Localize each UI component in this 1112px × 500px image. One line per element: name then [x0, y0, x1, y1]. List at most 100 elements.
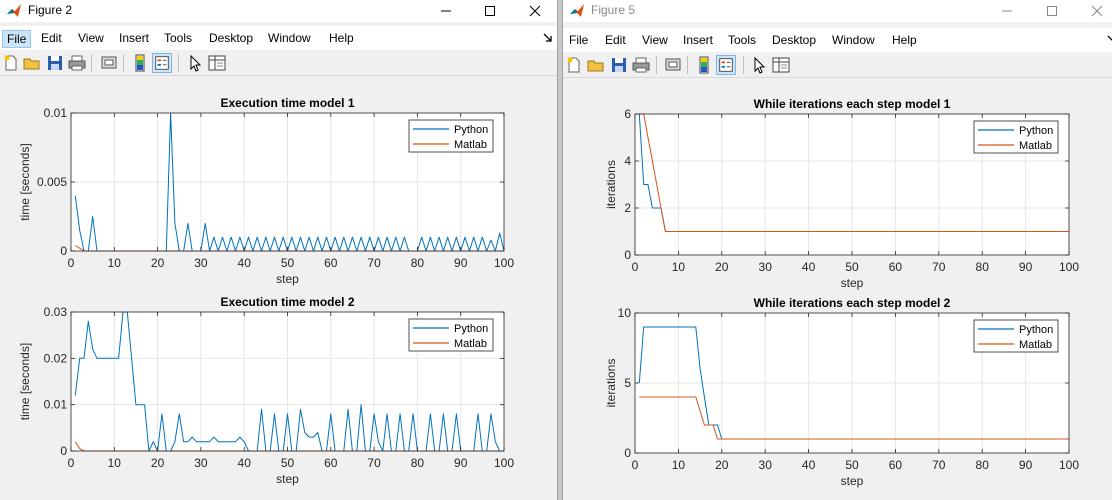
menu-insert[interactable]: Insert — [683, 33, 714, 47]
toolbar-separator — [743, 56, 744, 74]
x-tick-label: 90 — [454, 256, 468, 270]
toolbar-separator — [123, 54, 124, 72]
y-tick-label: 0 — [624, 446, 631, 460]
series-line-python — [638, 326, 1069, 440]
x-tick-label: 30 — [194, 256, 208, 270]
legend-toggle-button[interactable] — [152, 53, 172, 73]
menu-edit[interactable]: Edit — [605, 33, 626, 47]
menu-file[interactable]: File — [2, 30, 32, 48]
save-icon[interactable] — [45, 53, 65, 73]
menu-window[interactable]: Window — [832, 33, 875, 47]
x-axis-label: step — [276, 272, 299, 286]
close-button[interactable] — [1075, 0, 1112, 22]
print-preview-icon[interactable] — [99, 53, 119, 73]
menu-insert[interactable]: Insert — [119, 31, 150, 45]
legend-toggle-button[interactable] — [716, 55, 736, 75]
x-tick-label: 100 — [1059, 260, 1079, 274]
axes-f5c2: 0 10 20 30 40 50 60 70 80 90 100 0 5 10 While iteratio… — [604, 296, 1079, 488]
save-icon[interactable] — [609, 55, 629, 75]
minimize-button[interactable] — [424, 0, 468, 22]
menu-tools[interactable]: Tools — [728, 33, 757, 47]
menu-view[interactable]: View — [78, 31, 104, 45]
figure5-canvas: 0 10 20 30 40 50 60 70 80 90 100 0 2 4 6 While iteratio… — [563, 79, 1112, 500]
x-tick-label: 30 — [194, 456, 208, 470]
close-button[interactable] — [513, 0, 557, 22]
minimize-button[interactable] — [985, 0, 1029, 22]
x-tick-label: 70 — [932, 260, 946, 274]
legend-box — [973, 120, 1059, 154]
matlab-logo-icon — [7, 4, 21, 17]
menu-file[interactable]: File — [569, 33, 589, 47]
y-tick-label: 6 — [624, 107, 631, 121]
chart-title: Execution time model 2 — [220, 295, 354, 309]
legend-label-python: Python — [454, 323, 488, 335]
toolbar-separator — [91, 54, 92, 72]
y-tick-label: 0 — [624, 248, 631, 262]
close-icon — [1091, 5, 1103, 17]
menu-edit[interactable]: Edit — [41, 31, 62, 45]
property-inspector-icon[interactable] — [771, 55, 791, 75]
x-tick-label: 70 — [367, 256, 381, 270]
open-file-icon[interactable] — [586, 55, 606, 75]
x-tick-label: 100 — [1059, 458, 1079, 472]
maximize-button[interactable] — [1030, 0, 1074, 22]
x-tick-label: 20 — [151, 256, 165, 270]
pointer-icon[interactable] — [749, 55, 769, 75]
print-preview-icon[interactable] — [663, 55, 683, 75]
y-tick-label: 4 — [624, 154, 631, 168]
figure5-menubar: File Edit View Insert Tools Desktop Wind… — [563, 28, 1112, 52]
pointer-icon[interactable] — [185, 53, 205, 73]
property-inspector-icon[interactable] — [207, 53, 227, 73]
legend-label-matlab: Matlab — [454, 139, 487, 151]
axes-f5c1: 0 10 20 30 40 50 60 70 80 90 100 0 2 4 6 While iteratio… — [604, 97, 1079, 290]
x-tick-label: 40 — [238, 256, 252, 270]
open-file-icon[interactable] — [22, 53, 42, 73]
print-icon[interactable] — [631, 55, 651, 75]
x-tick-label: 20 — [715, 458, 729, 472]
figure2-menubar: File Edit View Insert Tools Desktop Wind… — [0, 26, 557, 50]
legend: Python Matlab — [408, 318, 494, 352]
figure5-titlebar[interactable]: Figure 5 — [563, 0, 1112, 22]
print-icon[interactable] — [67, 53, 87, 73]
y-tick-label: 0.01 — [44, 106, 68, 120]
x-tick-label: 10 — [108, 456, 122, 470]
dock-arrow-icon[interactable] — [543, 33, 553, 43]
menu-desktop[interactable]: Desktop — [772, 33, 817, 47]
dock-arrow-icon[interactable] — [1107, 35, 1112, 45]
legend-icon — [719, 58, 733, 72]
new-figure-icon[interactable] — [1, 53, 21, 73]
legend-label-matlab: Matlab — [1019, 339, 1052, 351]
figure2-titlebar[interactable]: Figure 2 — [0, 0, 557, 22]
x-tick-label: 80 — [411, 456, 425, 470]
figure2-canvas: 0 10 20 30 40 50 60 70 80 90 100 0 0.005 0.01 Executio… — [0, 77, 557, 500]
y-tick-label: 0 — [60, 444, 67, 458]
y-tick-label: 2 — [624, 201, 631, 215]
legend-box — [408, 119, 494, 153]
menu-help[interactable]: Help — [329, 31, 354, 45]
window-gap — [558, 0, 562, 500]
x-tick-label: 20 — [715, 260, 729, 274]
x-tick-label: 10 — [672, 260, 686, 274]
maximize-button[interactable] — [468, 0, 512, 22]
legend-box — [973, 319, 1059, 353]
x-tick-label: 100 — [494, 456, 514, 470]
menu-view[interactable]: View — [642, 33, 668, 47]
menu-window[interactable]: Window — [268, 31, 311, 45]
colorbar-icon[interactable] — [130, 53, 150, 73]
x-tick-label: 70 — [367, 456, 381, 470]
y-tick-label: 0.03 — [44, 305, 68, 319]
menu-help[interactable]: Help — [892, 33, 917, 47]
menu-tools[interactable]: Tools — [164, 31, 193, 45]
menu-desktop[interactable]: Desktop — [209, 31, 254, 45]
x-axis-label: step — [276, 472, 299, 486]
x-tick-label: 60 — [889, 458, 903, 472]
legend-label-python: Python — [1019, 324, 1053, 336]
x-axis-label: step — [841, 474, 864, 488]
x-tick-label: 80 — [976, 260, 990, 274]
colorbar-icon[interactable] — [694, 55, 714, 75]
x-tick-label: 10 — [108, 256, 122, 270]
x-tick-label: 0 — [632, 458, 639, 472]
x-tick-label: 80 — [976, 458, 990, 472]
new-figure-icon[interactable] — [564, 55, 584, 75]
series-line-matlab — [639, 396, 1069, 440]
